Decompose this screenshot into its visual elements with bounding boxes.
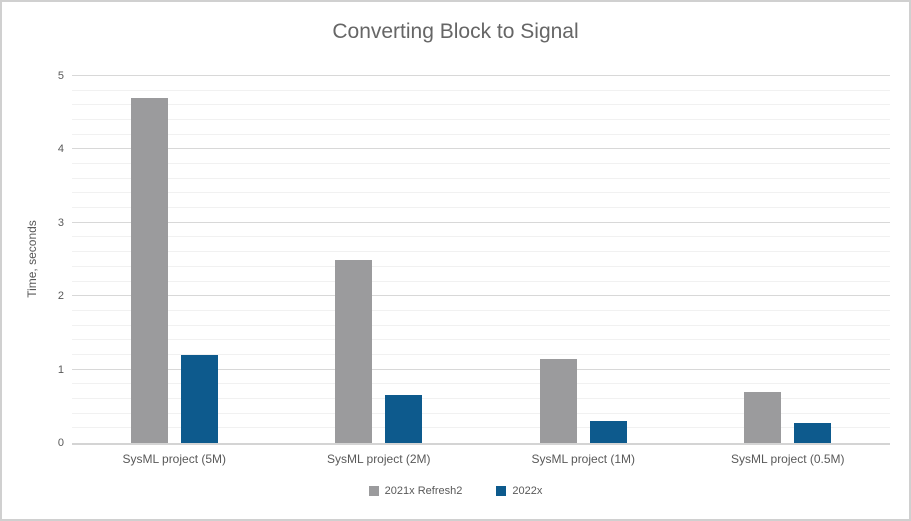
y-tick-label: 4 bbox=[57, 143, 64, 156]
major-gridline bbox=[72, 295, 890, 297]
x-category-label: SysML project (0.5M) bbox=[730, 452, 845, 466]
minor-gridline bbox=[72, 397, 890, 399]
category-group bbox=[277, 76, 482, 443]
category-group bbox=[481, 76, 686, 443]
major-gridline bbox=[72, 75, 890, 76]
x-category-label: SysML project (2M) bbox=[326, 452, 431, 466]
minor-gridline bbox=[72, 339, 890, 341]
x-category-label: SysML project (1M) bbox=[531, 452, 636, 466]
minor-gridline bbox=[72, 427, 890, 429]
category-group bbox=[686, 76, 891, 443]
minor-gridline bbox=[72, 177, 890, 179]
major-gridline bbox=[72, 148, 890, 150]
bar-2021x-refresh2 bbox=[539, 358, 577, 443]
bar-2022x bbox=[589, 420, 627, 443]
bar-2021x-refresh2 bbox=[335, 259, 373, 443]
minor-gridline bbox=[72, 236, 890, 238]
minor-gridline bbox=[72, 265, 890, 267]
minor-gridline bbox=[72, 163, 890, 165]
minor-gridline bbox=[72, 412, 890, 414]
minor-gridline bbox=[72, 104, 890, 106]
minor-gridline bbox=[72, 280, 890, 282]
legend: 2021x Refresh2 2022x bbox=[2, 485, 909, 497]
category-group bbox=[72, 76, 277, 443]
minor-gridline bbox=[72, 383, 890, 385]
major-gridline bbox=[72, 221, 890, 223]
y-tick-label: 3 bbox=[57, 216, 64, 229]
y-tick-label: 2 bbox=[57, 290, 64, 303]
legend-swatch-2021x-refresh2 bbox=[368, 486, 379, 496]
bar-2022x bbox=[794, 423, 832, 443]
minor-gridline bbox=[72, 133, 890, 135]
plot-area bbox=[72, 75, 890, 445]
minor-gridline bbox=[72, 89, 890, 91]
minor-gridline bbox=[72, 192, 890, 194]
y-tick-label: 1 bbox=[57, 363, 64, 376]
chart-title: Converting Block to Signal bbox=[332, 20, 579, 43]
y-tick-label: 0 bbox=[57, 437, 64, 449]
major-gridline bbox=[72, 368, 890, 370]
legend-swatch-2022x bbox=[496, 486, 507, 496]
y-tick-label: 5 bbox=[57, 70, 64, 82]
legend-label-2021x-refresh2: 2021x Refresh2 bbox=[384, 485, 463, 497]
legend-item-2021x-refresh2: 2021x Refresh2 bbox=[368, 485, 463, 497]
legend-item-2022x: 2022x bbox=[496, 485, 542, 497]
minor-gridline bbox=[72, 119, 890, 121]
y-axis-title: Time, seconds bbox=[25, 220, 39, 298]
bar-2022x bbox=[180, 354, 218, 443]
x-category-label: SysML project (5M) bbox=[122, 452, 227, 466]
legend-label-2022x: 2022x bbox=[512, 485, 543, 497]
minor-gridline bbox=[72, 324, 890, 326]
bar-groups bbox=[72, 76, 890, 443]
bar-2021x-refresh2 bbox=[744, 391, 782, 443]
bar-2021x-refresh2 bbox=[130, 98, 168, 443]
minor-gridline bbox=[72, 207, 890, 209]
bar-2022x bbox=[385, 395, 423, 443]
minor-gridline bbox=[72, 353, 890, 355]
minor-gridline bbox=[72, 251, 890, 253]
minor-gridline bbox=[72, 309, 890, 311]
